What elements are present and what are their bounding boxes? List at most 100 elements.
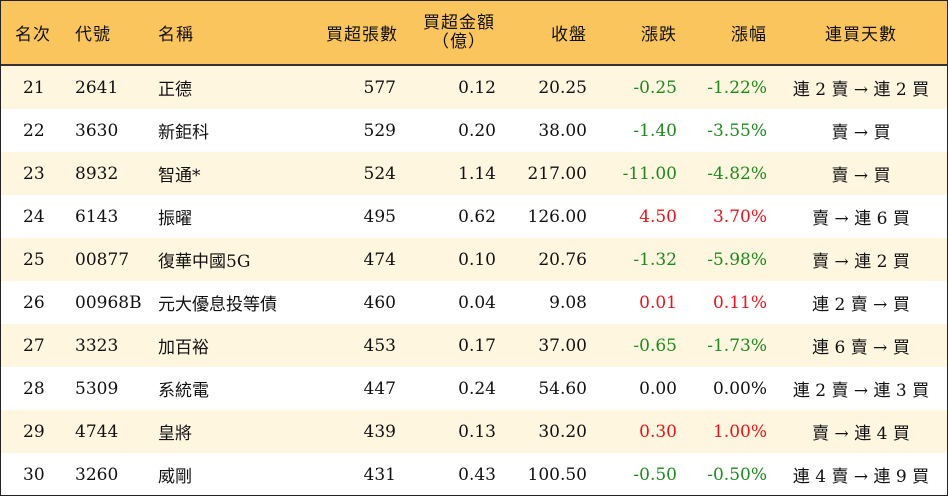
cell-change-pct: -4.82%	[707, 163, 767, 184]
cell-change-pct: 1.00%	[712, 421, 767, 442]
header-net-amount: 買超金額 （億）	[413, 1, 505, 64]
cell-net-amount: 0.43	[458, 464, 496, 485]
cell-change-pct: -1.73%	[707, 335, 767, 356]
cell-close: 30.20	[538, 421, 587, 442]
cell-name: 皇將	[158, 424, 192, 444]
cell-name: 振曜	[158, 209, 192, 229]
table-row: 22 3630 新鉅科 529 0.20 38.00 -1.40 -3.55% 賣 → 買	[1, 109, 947, 152]
cell-rank: 29	[23, 421, 45, 442]
header-name: 名稱	[158, 25, 194, 45]
header-streak: 連買天數	[825, 25, 897, 45]
cell-change-pct: 0.00%	[712, 378, 767, 399]
cell-close: 126.00	[527, 206, 587, 227]
cell-net-lots: 577	[363, 77, 396, 98]
cell-streak: 賣 → 連 6 買	[812, 209, 910, 229]
cell-net-lots: 524	[363, 163, 396, 184]
cell-code: 6143	[75, 206, 119, 227]
table-row: 26 00968B 元大優息投等債 460 0.04 9.08 0.01 0.11% 連 2 賣…	[1, 281, 947, 324]
cell-streak: 賣 → 連 2 買	[812, 252, 910, 272]
cell-streak: 賣 → 買	[831, 123, 891, 143]
table-row: 21 2641 正德 577 0.12 20.25 -0.25 -1.22% 連 2 賣 → 連…	[1, 66, 947, 109]
cell-name: 正德	[158, 80, 192, 100]
cell-name: 元大優息投等債	[158, 295, 277, 315]
cell-change: 0.30	[639, 421, 677, 442]
header-net-amount-line1: 買超金額	[423, 12, 495, 33]
cell-net-amount: 0.17	[458, 335, 496, 356]
cell-streak: 連 2 賣 → 買	[812, 295, 910, 315]
cell-net-lots: 447	[363, 378, 396, 399]
cell-net-amount: 0.24	[458, 378, 496, 399]
cell-code: 3323	[75, 335, 119, 356]
cell-name: 加百裕	[158, 338, 209, 358]
cell-change: -11.00	[622, 163, 677, 184]
cell-streak: 賣 → 買	[831, 166, 891, 186]
header-change-pct: 漲幅	[731, 25, 767, 45]
cell-close: 37.00	[538, 335, 587, 356]
cell-code: 2641	[75, 77, 119, 98]
cell-close: 20.76	[538, 249, 587, 270]
table-row: 23 8932 智通* 524 1.14 217.00 -11.00 -4.82% 賣 → 買	[1, 152, 947, 195]
cell-net-lots: 453	[363, 335, 396, 356]
cell-change: 0.01	[639, 292, 677, 313]
header-net-amount-line2: （億）	[432, 31, 486, 52]
cell-change: -0.50	[633, 464, 677, 485]
cell-net-lots: 474	[363, 249, 396, 270]
header-rank: 名次	[15, 25, 51, 45]
cell-name: 復華中國5G	[158, 252, 251, 272]
cell-change: 4.50	[639, 206, 677, 227]
cell-code: 3630	[75, 120, 119, 141]
cell-net-lots: 439	[363, 421, 396, 442]
cell-name: 智通*	[158, 166, 201, 186]
table-header: 名次 代號 名稱 買超張數 買超金額 （億） 收盤 漲跌 漲幅 連買天數	[1, 1, 947, 66]
cell-rank: 26	[23, 292, 45, 313]
table-row: 24 6143 振曜 495 0.62 126.00 4.50 3.70% 賣 → 連 6 買	[1, 195, 947, 238]
cell-streak: 連 2 賣 → 連 3 買	[792, 381, 930, 401]
cell-change-pct: -3.55%	[707, 120, 767, 141]
cell-rank: 21	[23, 77, 45, 98]
cell-streak: 連 6 賣 → 買	[812, 338, 910, 358]
cell-rank: 27	[23, 335, 45, 356]
cell-net-amount: 0.13	[458, 421, 496, 442]
cell-rank: 30	[23, 464, 45, 485]
table-row: 27 3323 加百裕 453 0.17 37.00 -0.65 -1.73% 連 6 賣 → …	[1, 324, 947, 367]
cell-rank: 24	[23, 206, 45, 227]
header-code: 代號	[75, 25, 111, 45]
cell-code: 5309	[75, 378, 119, 399]
cell-net-amount: 0.04	[458, 292, 496, 313]
cell-net-amount: 0.20	[458, 120, 496, 141]
cell-rank: 25	[23, 249, 45, 270]
cell-streak: 賣 → 連 4 買	[812, 424, 910, 444]
cell-change-pct: -5.98%	[707, 249, 767, 270]
cell-code: 4744	[75, 421, 119, 442]
cell-change: -0.25	[633, 77, 677, 98]
cell-name: 系統電	[158, 381, 209, 401]
table-row: 25 00877 復華中國5G 474 0.10 20.76 -1.32 -5.98% 賣 → …	[1, 238, 947, 281]
cell-rank: 22	[23, 120, 45, 141]
cell-name: 威剛	[158, 467, 192, 487]
cell-net-lots: 495	[363, 206, 396, 227]
cell-streak: 連 4 賣 → 連 9 買	[792, 467, 930, 487]
cell-change-pct: 3.70%	[712, 206, 767, 227]
cell-close: 54.60	[538, 378, 587, 399]
header-change: 漲跌	[641, 25, 677, 45]
cell-code: 00877	[75, 249, 130, 270]
cell-change-pct: 0.11%	[712, 292, 767, 313]
cell-change: -0.65	[633, 335, 677, 356]
cell-net-amount: 0.62	[458, 206, 496, 227]
cell-code: 00968B	[75, 292, 142, 313]
cell-name: 新鉅科	[158, 123, 209, 143]
cell-change: -1.40	[633, 120, 677, 141]
cell-net-lots: 431	[363, 464, 396, 485]
header-close: 收盤	[551, 25, 587, 45]
cell-change: -1.32	[633, 249, 677, 270]
cell-change: 0.00	[639, 378, 677, 399]
cell-code: 3260	[75, 464, 119, 485]
cell-streak: 連 2 賣 → 連 2 買	[792, 80, 930, 100]
cell-close: 20.25	[538, 77, 587, 98]
cell-change-pct: -1.22%	[707, 77, 767, 98]
cell-rank: 28	[23, 378, 45, 399]
header-net-lots: 買超張數	[326, 25, 398, 45]
cell-close: 9.08	[549, 292, 587, 313]
cell-close: 100.50	[527, 464, 587, 485]
